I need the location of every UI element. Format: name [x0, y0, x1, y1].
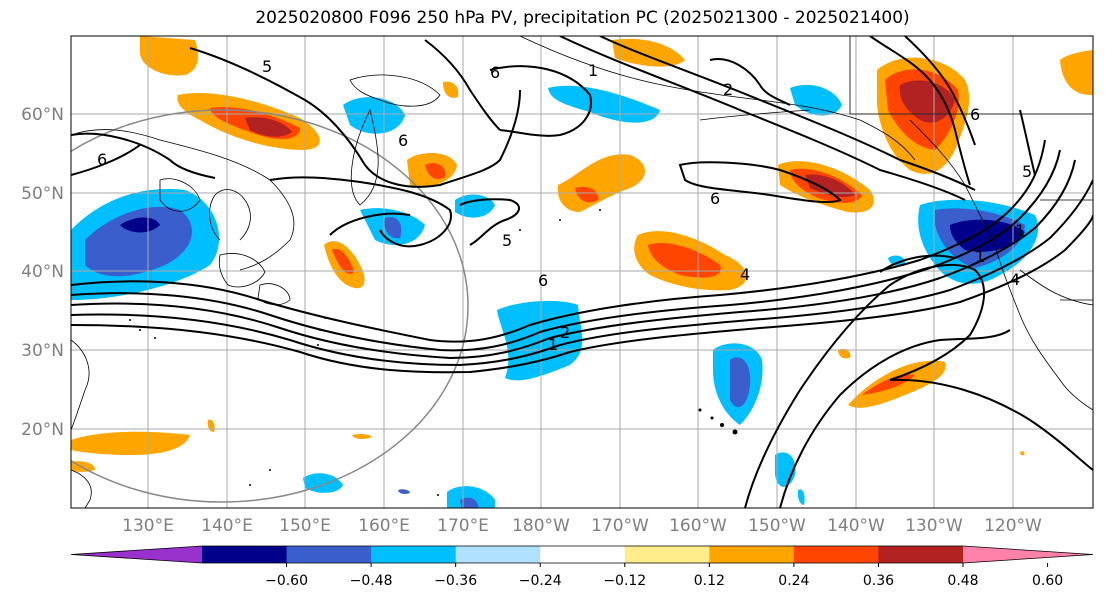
precip-positive-anomalies: [71, 36, 1093, 472]
contour-label: 1: [1015, 221, 1025, 240]
colorbar-bin: [202, 546, 288, 563]
map-frame: [70, 35, 1094, 509]
colorbar-extend-high: [963, 546, 1093, 563]
colorbar-bin: [878, 546, 964, 563]
colorbar-tick-label: −0.48: [350, 573, 393, 589]
colorbar-tick-label: −0.60: [265, 573, 308, 589]
contour-label: 6: [97, 150, 107, 169]
colorbar-tick-label: −0.24: [519, 573, 562, 589]
colorbar-bin: [286, 546, 372, 563]
colorbar-bin: [371, 546, 457, 563]
colorbar-tick-label: 0.60: [1032, 573, 1063, 589]
colorbar-bin: [455, 546, 541, 563]
contour-label: 6: [970, 105, 980, 124]
latitude-labels: 60°N 50°N 40°N 30°N 20°N: [21, 105, 64, 440]
contour-label: 6: [398, 131, 408, 150]
pv-contours: [71, 36, 1093, 508]
contour-label: 2: [723, 80, 733, 99]
lon-label: 140°W: [827, 516, 885, 536]
contour-label: 1: [975, 247, 985, 266]
colorbar-tick-label: 0.36: [863, 573, 894, 589]
colorbar-bin: [709, 546, 795, 563]
lon-label: 150°W: [748, 516, 806, 536]
contour-label: 1: [588, 61, 598, 80]
colorbar-bin: [793, 546, 879, 563]
precip-negative-anomalies: [71, 84, 1039, 508]
colorbar-tick-label: 0.24: [778, 573, 809, 589]
contour-label: 2: [560, 323, 570, 342]
lon-label: 160°W: [669, 516, 727, 536]
map-title: 2025020800 F096 250 hPa PV, precipitatio…: [255, 8, 910, 28]
lon-label: 130°W: [905, 516, 963, 536]
contour-label: 4: [1010, 270, 1020, 289]
colorbar-bin: [540, 546, 626, 563]
colorbar: −0.60 −0.48 −0.36 −0.24 −0.12 0.12 0.24 0.36 0.4…: [70, 545, 1094, 589]
lon-label: 150°E: [279, 516, 331, 536]
lat-label: 30°N: [21, 341, 64, 361]
coastlines: [71, 36, 1093, 508]
lat-label: 60°N: [21, 105, 64, 125]
colorbar-tick-label: 0.12: [694, 573, 725, 589]
colorbar-tick-label: −0.36: [434, 573, 477, 589]
contour-label: 4: [740, 265, 750, 284]
colorbar-tick-label: −0.12: [603, 573, 646, 589]
colorbar-outline: [70, 545, 1094, 564]
lat-label: 20°N: [21, 420, 64, 440]
lat-label: 50°N: [21, 184, 64, 204]
colorbar-tick-label: 0.48: [947, 573, 978, 589]
lat-label: 40°N: [21, 262, 64, 282]
contour-labels: 5 6 6 2 6 6 5 6 1 2 4 1 4 6 1 5 1: [97, 57, 1032, 354]
lon-label: 170°W: [591, 516, 649, 536]
colorbar-extend-low: [71, 546, 202, 563]
lon-label: 180°W: [512, 516, 570, 536]
contour-label: 6: [710, 189, 720, 208]
contour-label: 6: [538, 271, 548, 290]
lon-label: 120°W: [984, 516, 1042, 536]
lon-label: 160°E: [358, 516, 410, 536]
range-circle: [71, 109, 469, 503]
lon-label: 140°E: [201, 516, 253, 536]
contour-label: 5: [502, 231, 512, 250]
contour-label: 1: [548, 335, 558, 354]
contour-label: 6: [490, 63, 500, 82]
colorbar-bin: [624, 546, 710, 563]
contour-label: 5: [262, 57, 272, 76]
lon-label: 130°E: [122, 516, 174, 536]
lon-label: 170°E: [437, 516, 489, 536]
longitude-labels: 130°E 140°E 150°E 160°E 170°E 180°W 170°…: [122, 516, 1042, 536]
contour-label: 5: [1022, 162, 1032, 181]
